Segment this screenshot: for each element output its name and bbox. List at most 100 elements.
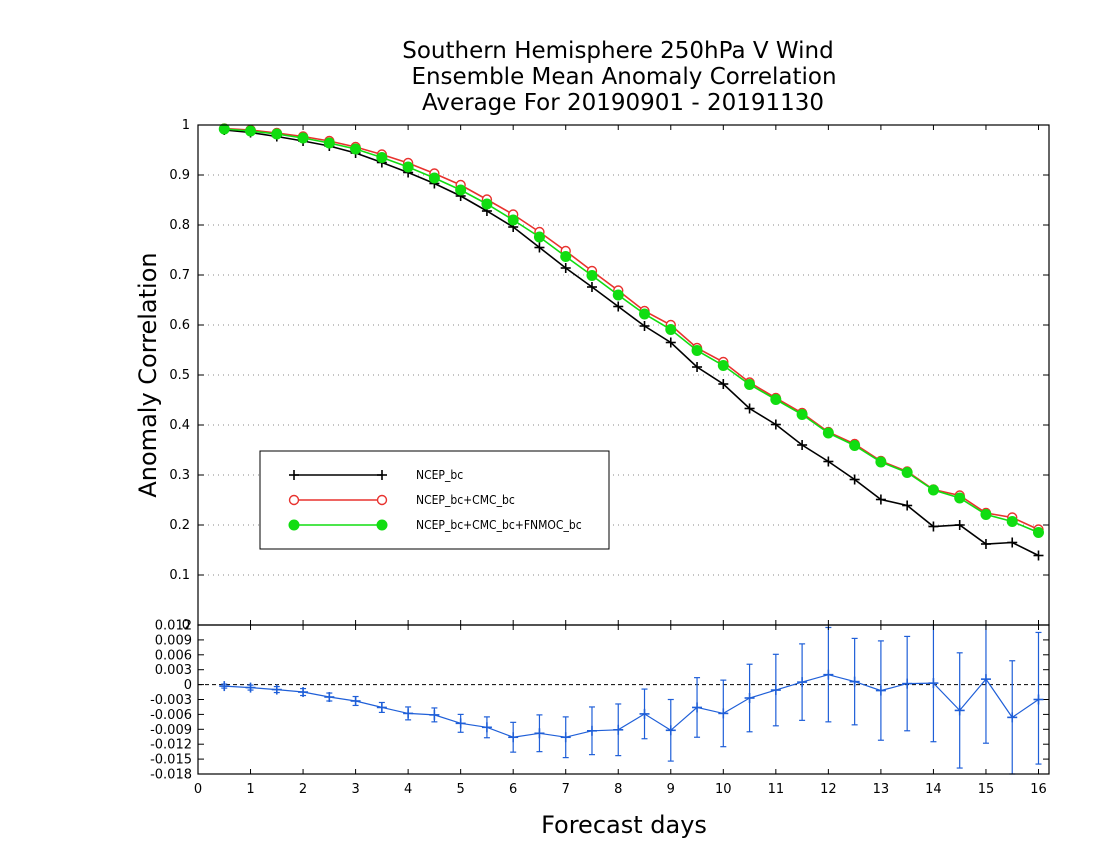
filled-circle-marker <box>744 379 756 390</box>
plus-marker <box>1033 694 1044 705</box>
plus-marker <box>324 692 335 703</box>
x-tick-label: 11 <box>768 782 785 797</box>
legend-entry-3: NCEP_bc+CMC_bc+FNMOC_bc <box>288 518 582 532</box>
plus-marker <box>823 669 834 680</box>
filled-circle-marker <box>875 456 887 468</box>
plus-marker <box>875 494 886 505</box>
y-axis-label: Anomaly Correlation <box>134 252 162 497</box>
filled-circle-marker <box>245 125 257 137</box>
plus-marker <box>350 695 361 706</box>
plus-marker <box>560 732 571 743</box>
x-axis-label: Forecast days <box>541 811 707 839</box>
x-tick-label: 1 <box>246 782 254 797</box>
plus-marker <box>1007 712 1018 723</box>
filled-circle-marker <box>533 231 545 243</box>
plus-marker <box>481 722 492 733</box>
plus-marker <box>245 682 256 693</box>
y-tick-label: 0.4 <box>169 418 190 433</box>
bottom-series-layer <box>219 625 1044 775</box>
title-line-2: Ensemble Mean Anomaly Correlation <box>411 64 836 90</box>
filled-circle-marker <box>1006 516 1018 527</box>
legend-label: NCEP_bc <box>416 468 463 482</box>
filled-circle-marker <box>297 132 309 144</box>
plus-marker <box>954 520 965 530</box>
y-tick-label: 0 <box>182 618 190 633</box>
series-line <box>224 674 1039 738</box>
x-tick-label: 9 <box>667 782 675 797</box>
filled-circle-marker <box>560 251 572 262</box>
legend-entry-2: NCEP_bc+CMC_bc <box>288 493 515 507</box>
title-line-3: Average For 20190901 - 20191130 <box>422 90 824 116</box>
y-tick-label: -0.006 <box>150 708 192 723</box>
filled-circle-marker <box>271 128 283 140</box>
filled-circle-marker <box>639 308 651 320</box>
filled-circle-marker <box>980 509 992 520</box>
x-tick-label: 13 <box>873 782 890 797</box>
y-tick-label: 0.9 <box>169 168 190 183</box>
x-tick-label: 14 <box>925 782 942 797</box>
x-tick-label: 16 <box>1030 782 1047 797</box>
y-tick-label: 0.012 <box>155 619 192 634</box>
filled-circle-marker <box>822 427 834 439</box>
plus-marker <box>665 337 676 348</box>
x-tick-label: 12 <box>820 782 837 797</box>
filled-circle-marker <box>1032 527 1044 538</box>
plus-marker <box>692 702 703 713</box>
y-tick-label: 0.2 <box>169 518 190 533</box>
legend: NCEP_bc NCEP_bc+CMC_bc NCEP_bc+CMC_bc+FNMO… <box>259 450 610 550</box>
plus-marker <box>289 470 299 480</box>
open-circle-marker <box>288 494 300 506</box>
plus-marker <box>455 718 466 729</box>
plus-marker <box>770 419 781 430</box>
filled-circle-marker <box>218 123 230 135</box>
y-tick-label: 0.6 <box>169 318 190 333</box>
plus-marker <box>744 403 755 414</box>
series-1 <box>219 125 1044 561</box>
x-tick-label: 4 <box>404 782 412 797</box>
plus-marker <box>1007 537 1018 548</box>
plus-marker <box>403 708 414 719</box>
filled-circle-marker <box>770 394 782 405</box>
filled-circle-marker <box>901 467 913 478</box>
plus-marker <box>692 362 703 372</box>
y-tick-label: 0.5 <box>169 368 190 383</box>
filled-circle-marker <box>428 172 440 184</box>
plus-marker <box>797 677 808 688</box>
x-ticks: 0 1 2 3 4 5 6 7 8 9 10 11 12 13 14 15 16 <box>194 625 1047 797</box>
plus-marker <box>902 500 913 511</box>
y-tick-label: 1 <box>182 118 190 133</box>
plus-marker <box>377 470 387 480</box>
plus-marker <box>613 301 624 312</box>
filled-circle-marker <box>927 484 939 496</box>
filled-circle-marker <box>849 440 861 451</box>
x-tick-label: 3 <box>351 782 359 797</box>
filled-circle-marker <box>612 289 624 301</box>
top-series-layer <box>218 123 1044 561</box>
x-tick-label: 0 <box>194 782 202 797</box>
plus-marker <box>665 725 676 736</box>
plus-marker <box>639 708 650 719</box>
plus-marker <box>1033 550 1044 561</box>
plus-marker <box>902 678 913 689</box>
y-tick-label: 0.003 <box>155 663 192 678</box>
y-tick-label: 0.8 <box>169 218 190 233</box>
x-tick-label: 6 <box>509 782 517 797</box>
filled-circle-marker <box>455 184 467 196</box>
plus-marker <box>718 379 729 389</box>
filled-circle-marker <box>323 137 335 149</box>
filled-circle-marker <box>507 214 519 226</box>
y-tick-label: 0.3 <box>169 468 190 483</box>
bottom-y-ticks: -0.018-0.015-0.012-0.009-0.006-0.00300.0… <box>150 619 1049 783</box>
filled-circle-marker <box>586 270 598 281</box>
x-tick-label: 15 <box>978 782 995 797</box>
title-line-1: Southern Hemisphere 250hPa V Wind <box>402 38 833 64</box>
plus-marker <box>376 702 387 713</box>
open-circle-marker <box>376 494 388 506</box>
y-tick-label: -0.015 <box>150 753 192 768</box>
x-tick-label: 5 <box>457 782 465 797</box>
series-line <box>224 129 1039 557</box>
x-tick-label: 10 <box>715 782 732 797</box>
y-tick-label: 0.009 <box>155 633 192 648</box>
filled-circle-marker <box>796 409 808 420</box>
